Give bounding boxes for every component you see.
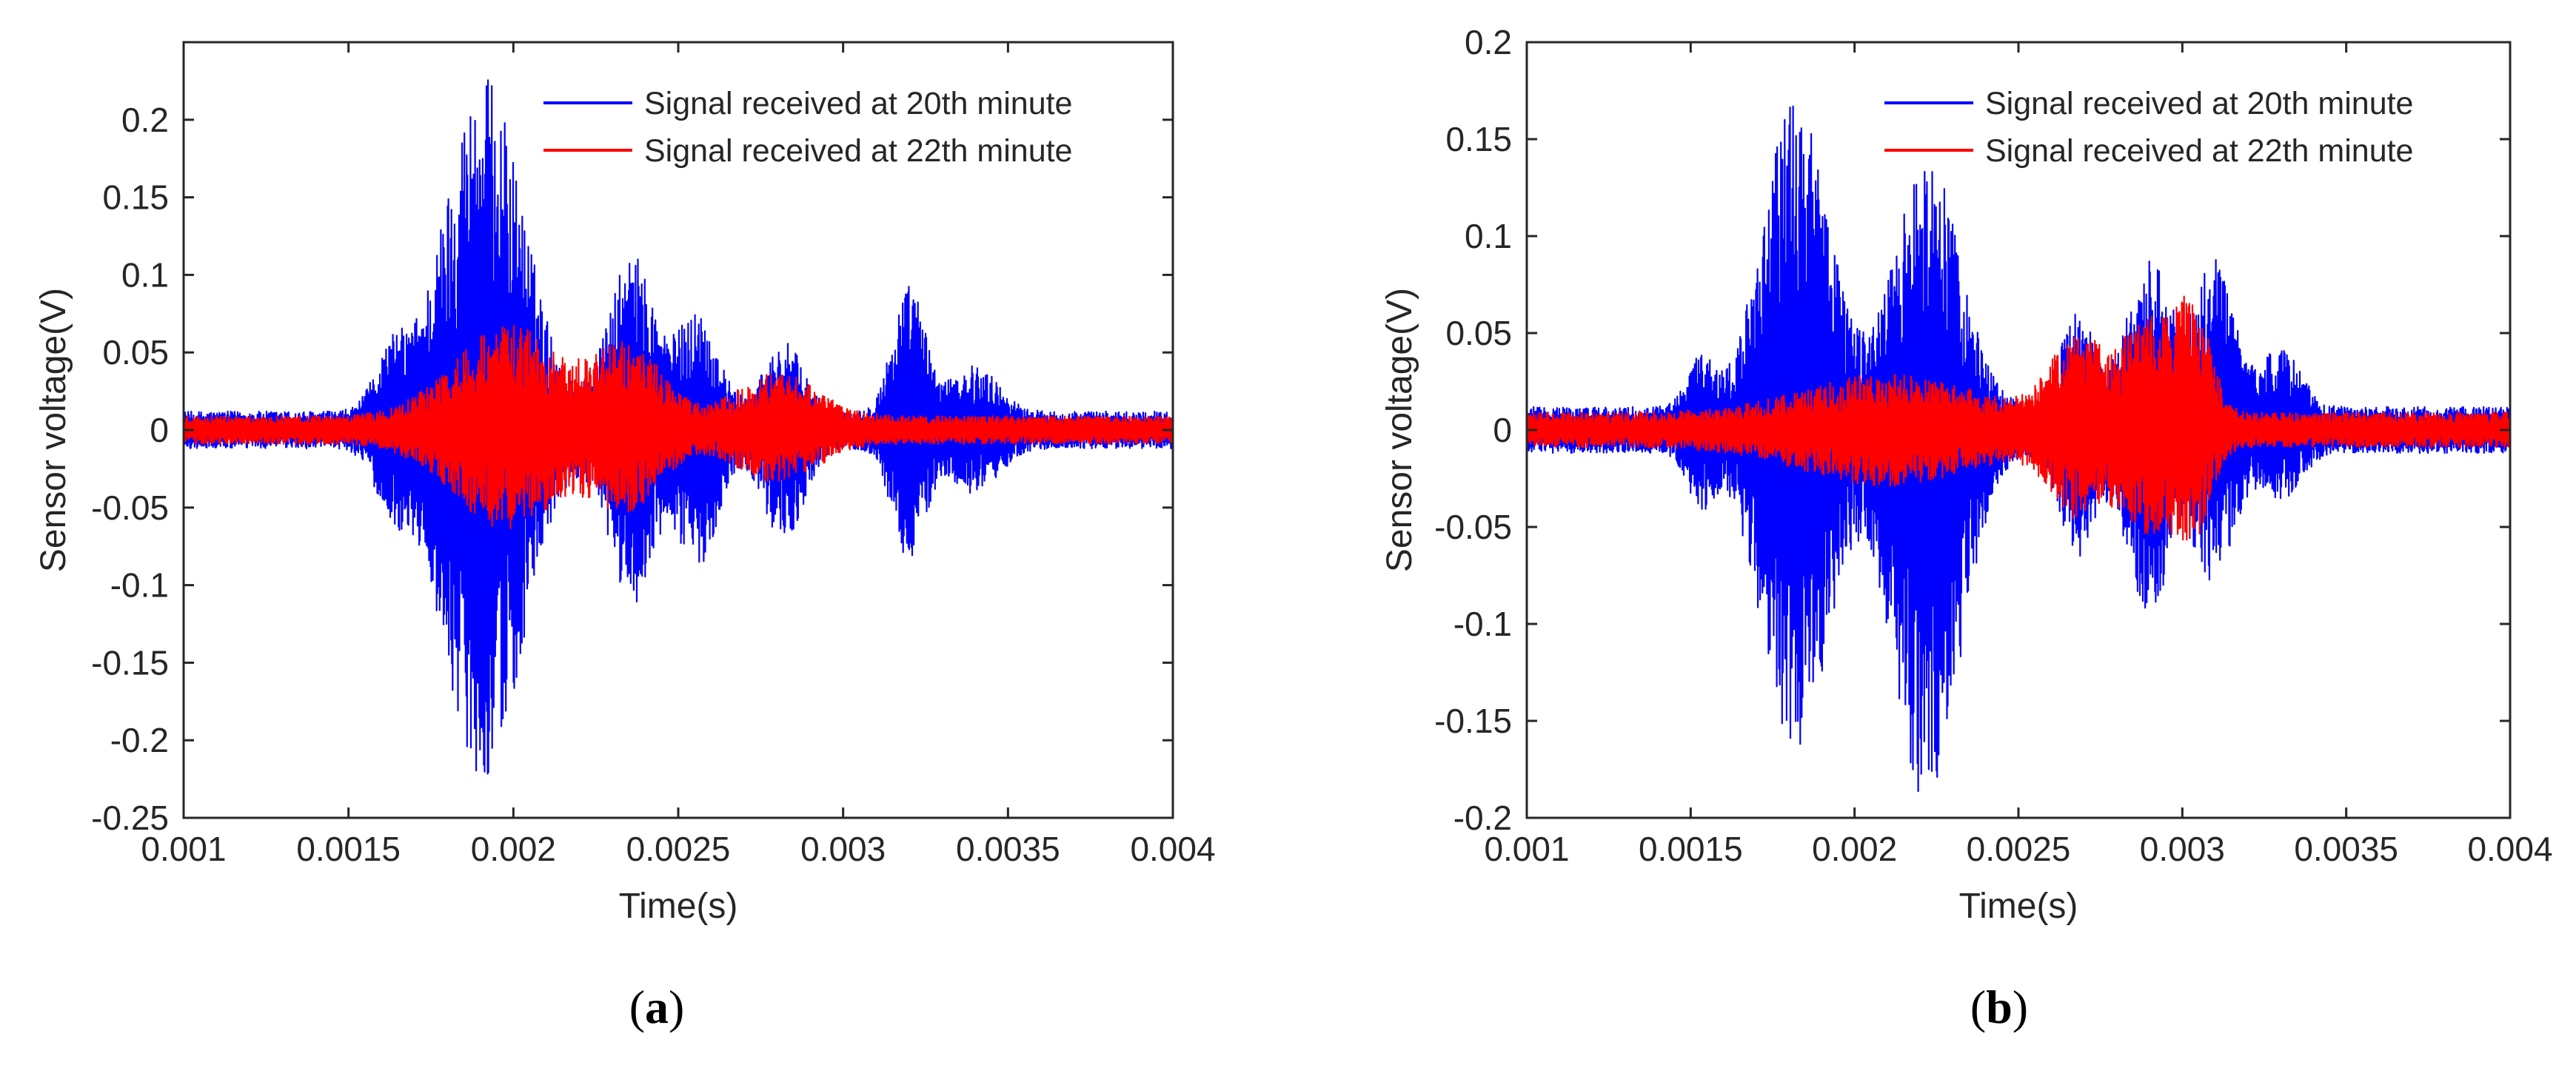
y-tick-label: 0: [1493, 411, 1512, 449]
x-tick-label: 0.001: [141, 830, 226, 868]
x-tick-label: 0.002: [1812, 830, 1897, 868]
y-tick-label: 0.15: [1445, 120, 1512, 158]
x-tick-label: 0.003: [2140, 830, 2225, 868]
panel-caption-a: (a): [629, 981, 685, 1033]
axis-ticks: [1525, 41, 2512, 819]
y-tick-label: -0.25: [91, 799, 169, 837]
y-tick-labels: -0.2 -0.15 -0.1 -0.05 0 0.05 0.1 0.15 0.2: [1434, 23, 1512, 837]
series-line-22th-minute: [182, 325, 1174, 530]
y-tick-label: 0.1: [1465, 217, 1512, 255]
chart-panel-b: 0.001 0.0015 0.002 0.0025 0.003 0.0035 0.004 -…: [1380, 23, 2553, 1033]
legend-label-20th-minute: Signal received at 20th minute: [1985, 86, 2413, 121]
panel-caption-letter: a: [645, 981, 669, 1033]
x-tick-label: 0.0025: [626, 830, 731, 868]
x-tick-label: 0.0025: [1967, 830, 2071, 868]
x-tick-labels: 0.001 0.0015 0.002 0.0025 0.003 0.0035 0.004: [1484, 830, 2552, 868]
chart-panel-a: 0.001 0.0015 0.002 0.0025 0.003 0.0035 0.004 -…: [34, 41, 1216, 1033]
y-tick-label: -0.05: [1434, 508, 1512, 546]
y-tick-label: -0.1: [1453, 605, 1512, 643]
y-tick-label: 0.05: [102, 333, 169, 372]
y-tick-label: 0.1: [121, 255, 169, 294]
x-axis-label: Time(s): [1959, 887, 2078, 926]
series-line-22th-minute: [1525, 295, 2512, 541]
x-tick-label: 0.0015: [296, 830, 401, 868]
x-tick-label: 0.004: [2467, 830, 2552, 868]
y-tick-label: -0.05: [91, 488, 169, 527]
x-axis-label: Time(s): [619, 887, 738, 926]
x-tick-label: 0.004: [1130, 830, 1215, 868]
x-tick-label: 0.001: [1484, 830, 1569, 868]
x-tick-label: 0.002: [471, 830, 556, 868]
y-tick-label: -0.2: [110, 721, 169, 759]
legend-label-22th-minute: Signal received at 22th minute: [1985, 133, 2413, 169]
panel-caption-letter: b: [1986, 981, 2013, 1033]
y-tick-label: 0.2: [1465, 23, 1512, 61]
y-axis-label: Sensor voltage(V): [34, 288, 73, 572]
y-tick-label: 0.2: [121, 101, 169, 139]
x-tick-label: 0.0035: [2294, 830, 2398, 868]
signal-traces: [182, 79, 1174, 775]
signal-traces: [1525, 105, 2512, 793]
legend-label-22th-minute: Signal received at 22th minute: [644, 133, 1072, 169]
y-tick-label: -0.1: [110, 566, 169, 605]
panel-caption-b: (b): [1970, 981, 2028, 1033]
y-tick-label: -0.2: [1453, 799, 1512, 837]
y-tick-label: -0.15: [91, 643, 169, 682]
y-tick-label: 0: [150, 411, 169, 449]
x-tick-label: 0.0035: [956, 830, 1060, 868]
legend: Signal received at 20th minute Signal re…: [543, 86, 1072, 169]
y-axis-label: Sensor voltage(V): [1380, 288, 1419, 572]
x-tick-labels: 0.001 0.0015 0.002 0.0025 0.003 0.0035 0.004: [141, 830, 1215, 868]
legend-label-20th-minute: Signal received at 20th minute: [644, 86, 1072, 121]
legend: Signal received at 20th minute Signal re…: [1884, 86, 2413, 169]
axis-ticks: [182, 42, 1174, 819]
x-tick-label: 0.0015: [1639, 830, 1743, 868]
x-tick-label: 0.003: [800, 830, 886, 868]
y-tick-label: 0.15: [102, 178, 169, 217]
y-tick-label: 0.05: [1445, 314, 1512, 352]
y-tick-labels: -0.25 -0.2 -0.15 -0.1 -0.05 0 0.05 0.1 0.15 0.2: [91, 101, 169, 837]
y-tick-label: -0.15: [1434, 702, 1512, 740]
